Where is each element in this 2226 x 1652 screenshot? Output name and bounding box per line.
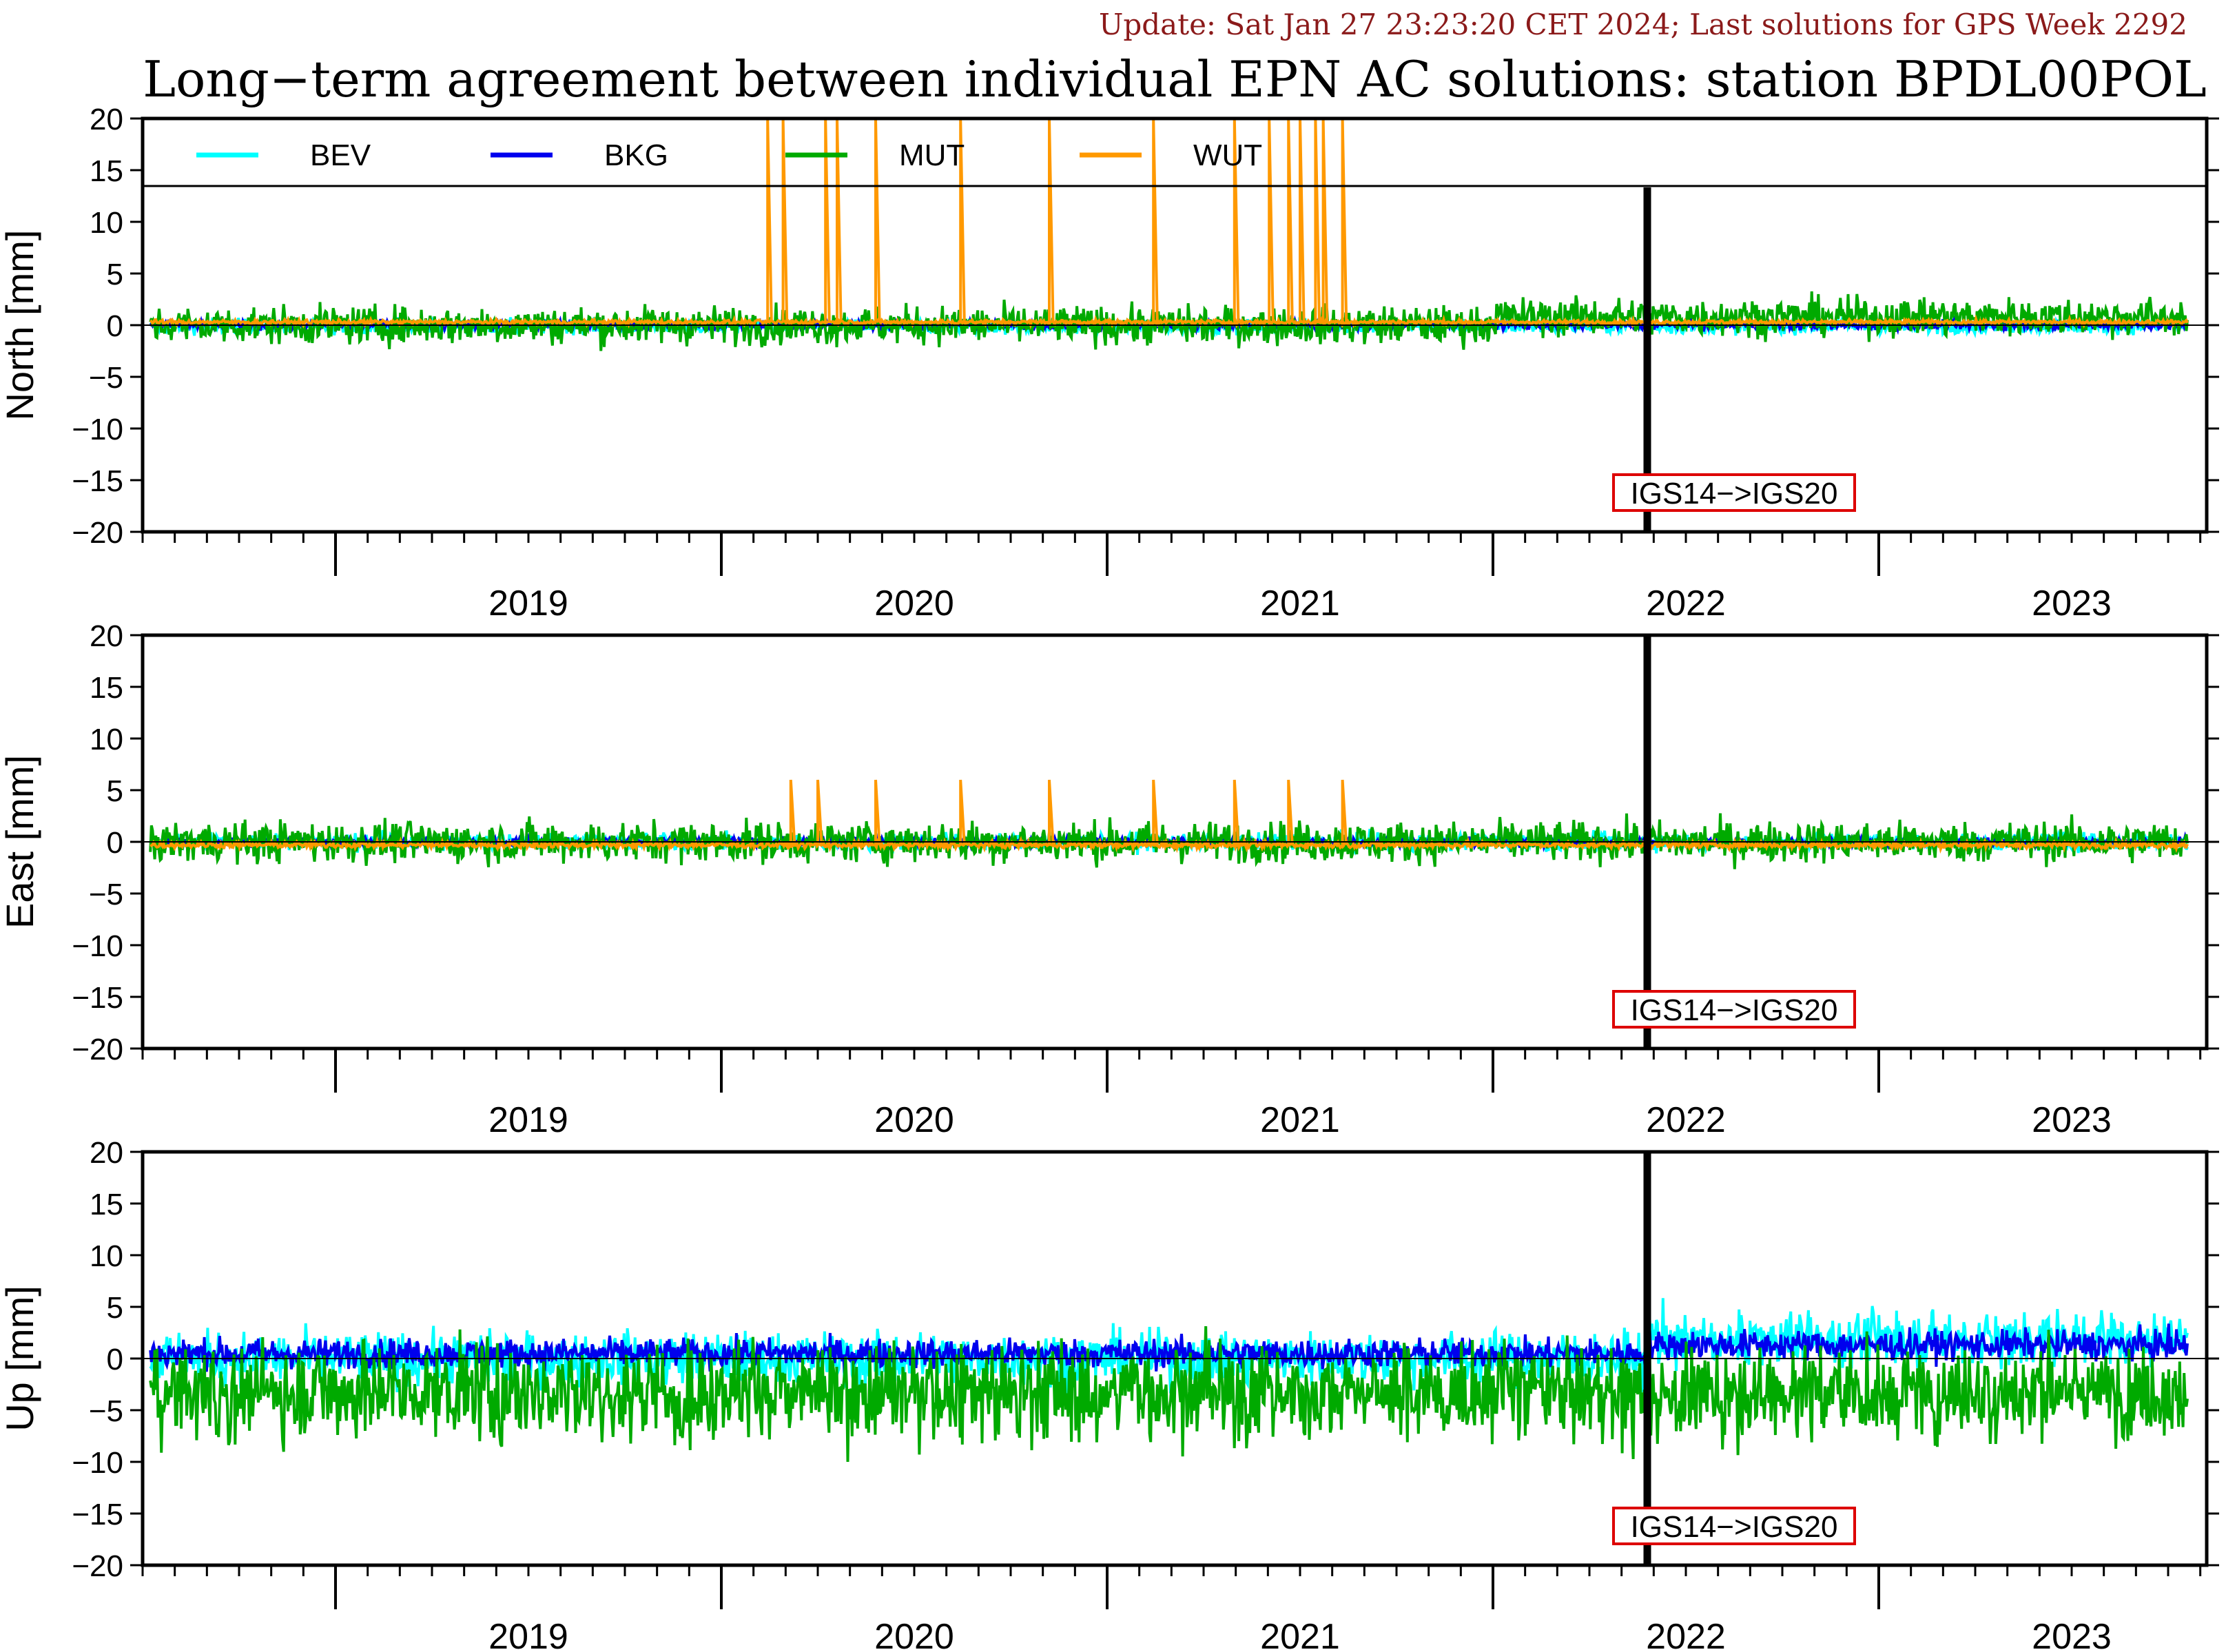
- x-year-label: 2021: [1260, 1100, 1340, 1140]
- y-tick-label: 15: [90, 1188, 123, 1221]
- y-axis-label: Up [mm]: [0, 1286, 41, 1432]
- y-tick-label: 0: [107, 1343, 123, 1376]
- panel-up: IGS14−>IGS20 20 15 10 5 0 −5 −10 −15 −20 Up [mm] 20…: [0, 1136, 2219, 1652]
- x-year-label: 2019: [488, 1617, 568, 1652]
- x-year-label: 2021: [1260, 1617, 1340, 1652]
- plot-area: [149, 1298, 2189, 1463]
- y-tick-label: 5: [107, 1291, 123, 1325]
- legend-label-bev: BEV: [310, 138, 371, 172]
- y-tick-label: 0: [107, 309, 123, 343]
- igs-transition-label: IGS14−>IGS20: [1631, 1510, 1838, 1544]
- plot-area: [149, 779, 2189, 869]
- x-year-label: 2019: [488, 584, 568, 623]
- y-tick-label: 15: [90, 671, 123, 705]
- y-tick-label: −15: [72, 464, 123, 498]
- series-bkg-line: [149, 1323, 2189, 1373]
- y-tick-label: −20: [72, 1033, 123, 1066]
- x-year-label: 2021: [1260, 584, 1340, 623]
- x-year-label: 2023: [2032, 1617, 2112, 1652]
- plot-area: [149, 118, 2189, 351]
- y-tick-label: 10: [90, 206, 123, 240]
- y-tick-label: 20: [90, 103, 123, 136]
- y-tick-label: −10: [72, 1446, 123, 1480]
- igs-transition-box: [1612, 473, 1856, 512]
- chart-title: Long−term agreement between individual E…: [143, 50, 2207, 108]
- legend-label-bkg: BKG: [604, 138, 668, 172]
- y-tick-label: −10: [72, 929, 123, 963]
- y-tick-label: 20: [90, 1136, 123, 1170]
- x-year-label: 2020: [874, 1100, 954, 1140]
- y-tick-label: −5: [89, 361, 123, 395]
- legend-label-wut: WUT: [1193, 138, 1262, 172]
- y-tick-label: −15: [72, 981, 123, 1015]
- legend-box: [144, 120, 2205, 185]
- y-axis-label: East [mm]: [0, 755, 41, 929]
- igs-transition-label: IGS14−>IGS20: [1631, 993, 1838, 1027]
- y-tick-label: −5: [89, 1394, 123, 1428]
- x-year-label: 2019: [488, 1100, 568, 1140]
- panel-north: BEV BKG MUT WUT IGS14−>IGS20 20 15 10 5 0 −5 −10 −15…: [0, 103, 2219, 623]
- y-axis-label: North [mm]: [0, 230, 41, 421]
- x-year-label: 2020: [874, 1617, 954, 1652]
- y-tick-label: −20: [72, 516, 123, 550]
- x-year-label: 2022: [1646, 1617, 1726, 1652]
- x-year-label: 2020: [874, 584, 954, 623]
- y-tick-label: 10: [90, 723, 123, 756]
- y-tick-label: 15: [90, 154, 123, 188]
- x-year-label: 2022: [1646, 1100, 1726, 1140]
- igs-transition-box: [1612, 1507, 1856, 1545]
- panel-east: IGS14−>IGS20 20 15 10 5 0 −5 −10 −15 −20 East [mm]…: [0, 619, 2219, 1140]
- series-wut-line: [149, 118, 2189, 330]
- x-year-label: 2022: [1646, 584, 1726, 623]
- y-tick-label: −5: [89, 878, 123, 911]
- y-tick-label: 0: [107, 826, 123, 860]
- legend-label-mut: MUT: [899, 138, 965, 172]
- series-wut-line: [150, 779, 2189, 854]
- y-tick-label: 20: [90, 619, 123, 653]
- igs-transition-label: IGS14−>IGS20: [1631, 477, 1838, 510]
- series-mut-line: [149, 1326, 2189, 1463]
- y-tick-label: −20: [72, 1549, 123, 1583]
- y-tick-label: 10: [90, 1239, 123, 1273]
- x-year-label: 2023: [2032, 584, 2112, 623]
- y-tick-label: −15: [72, 1498, 123, 1531]
- update-timestamp: Update: Sat Jan 27 23:23:20 CET 2024; La…: [1099, 8, 2187, 41]
- x-year-label: 2023: [2032, 1100, 2112, 1140]
- y-tick-label: 5: [107, 774, 123, 808]
- y-tick-label: −10: [72, 413, 123, 446]
- y-tick-label: 5: [107, 258, 123, 291]
- igs-transition-box: [1612, 990, 1856, 1029]
- panels: BEV BKG MUT WUT IGS14−>IGS20 20 15 10 5 0 −5 −10 −15…: [0, 103, 2219, 1652]
